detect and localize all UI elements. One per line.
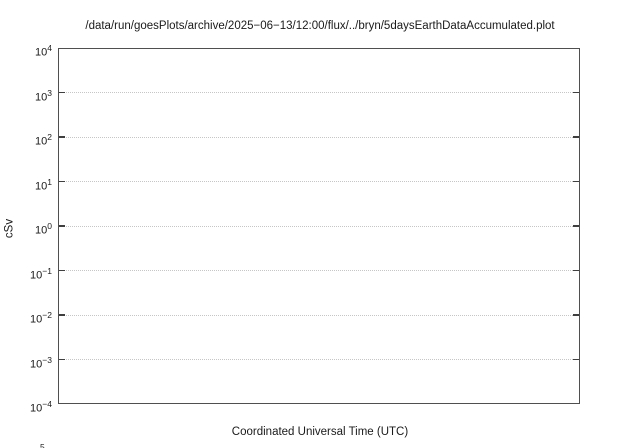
y-axis-tick (59, 225, 65, 227)
y-tick-label: 103 (35, 84, 52, 104)
gridline (59, 359, 579, 360)
tick-exponent: −4 (42, 399, 52, 409)
y-axis-tick (573, 314, 579, 316)
tick-base: 10 (35, 224, 48, 237)
tick-base: 10 (30, 313, 43, 326)
y-axis-tick (59, 358, 65, 360)
tick-exponent: −2 (42, 310, 52, 320)
y-axis-tick (59, 269, 65, 271)
gridline (59, 270, 579, 271)
tick-base: 10 (35, 135, 48, 148)
y-axis-tick (573, 180, 579, 182)
tick-base: 10 (30, 358, 43, 370)
y-axis-tick (59, 136, 65, 138)
tick-exponent: 0 (47, 221, 52, 231)
y-tick-label: 10−4 (30, 395, 52, 415)
y-axis-tick (573, 269, 579, 271)
tick-exponent: 3 (47, 87, 52, 98)
y-tick-label: 100 (35, 217, 52, 237)
y-tick-label: 10−3 (30, 351, 52, 371)
y-tick-label: 10−2 (30, 306, 52, 326)
y-axis-tick (573, 225, 579, 227)
gridline (59, 136, 579, 138)
gridline (59, 314, 579, 316)
tick-base: 10 (35, 91, 48, 103)
tick-exponent: −1 (42, 265, 52, 276)
tick-base: 10 (35, 180, 48, 192)
tick-exponent: 4 (47, 43, 52, 53)
clipped-y-tick-fragment: 5 (40, 442, 45, 448)
tick-base: 10 (35, 46, 48, 59)
plot-area (58, 48, 580, 404)
y-axis-tick (59, 180, 65, 182)
y-tick-label: 102 (35, 128, 52, 148)
gridline (59, 181, 579, 182)
tick-exponent: 2 (47, 132, 52, 142)
y-axis-label: cSv (3, 218, 16, 239)
gridline (59, 92, 579, 93)
y-tick-label: 10−1 (30, 262, 52, 282)
y-axis-tick (573, 136, 579, 138)
tick-exponent: 1 (47, 176, 52, 187)
tick-base: 10 (30, 402, 43, 415)
y-tick-label: 101 (35, 173, 52, 193)
x-axis-label: Coordinated Universal Time (UTC) (231, 426, 409, 438)
chart-title: /data/run/goesPlots/archive/2025−06−13/1… (85, 20, 555, 32)
tick-base: 10 (30, 269, 43, 281)
y-tick-label: 104 (35, 39, 52, 59)
y-axis-tick (59, 314, 65, 316)
gridline (59, 225, 579, 227)
y-axis-tick (573, 91, 579, 93)
y-axis-tick (573, 358, 579, 360)
tick-exponent: −3 (42, 354, 52, 365)
y-axis-tick (59, 91, 65, 93)
